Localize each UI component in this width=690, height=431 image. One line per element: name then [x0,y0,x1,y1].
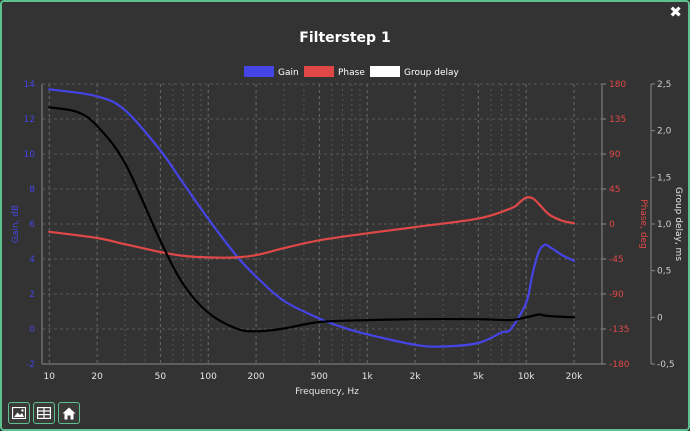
image-icon [12,407,26,419]
legend-label: Group delay [404,68,460,78]
phase-tick-label: 180 [609,80,626,90]
gain-series-line [48,88,576,348]
gain-tick-label: -2 [26,360,35,370]
gain-tick-label: 12 [24,115,35,125]
phase-tick-label: 0 [609,220,615,230]
group-delay-tick-label: 0,5 [657,267,671,277]
phase-tick-label: -180 [609,360,630,370]
phase-tick-label: 45 [609,185,620,195]
home-icon [62,407,76,419]
gain-tick-label: 0 [29,325,35,335]
chart-toolbar [8,402,80,424]
gain-tick-label: 8 [29,185,35,195]
legend-swatch [304,66,334,77]
x-tick-label: 1k [362,372,374,382]
close-icon[interactable]: ✖ [669,3,682,21]
table-view-button[interactable] [33,402,55,424]
gain-tick-label: 14 [24,80,36,90]
x-axis-label: Frequency, Hz [295,387,359,397]
chart-title: Filterstep 1 [299,30,391,46]
x-tick-label: 10 [44,372,56,382]
phase-tick-label: 90 [609,150,621,160]
group-delay-tick-label: 1,5 [657,173,671,183]
group-delay-tick-label: 2,0 [657,127,672,137]
reset-zoom-button[interactable] [58,402,80,424]
table-icon [37,407,51,419]
x-tick-label: 2k [410,372,422,382]
x-tick-label: 10k [518,372,535,382]
group-delay-tick-label: 2,5 [657,80,671,90]
legend-swatch [370,66,400,77]
x-tick-label: 100 [200,372,217,382]
image-export-button[interactable] [8,402,30,424]
group-delay-tick-label: 1,0 [657,220,672,230]
gain-tick-label: 6 [29,220,35,230]
phase-axis-label: Phase, deg [638,199,648,249]
x-tick-label: 200 [247,372,264,382]
gain-tick-label: 10 [24,150,36,160]
group-delay-series-line [48,106,576,333]
phase-tick-label: 135 [609,115,626,125]
gain-tick-label: 4 [29,255,35,265]
phase-series-line [48,196,576,259]
phase-tick-label: -45 [609,255,624,265]
x-tick-label: 500 [311,372,328,382]
legend-label: Phase [338,68,365,78]
phase-tick-label: -135 [609,325,629,335]
gain-axis-label: Gain, dB [11,205,21,243]
group-delay-tick-label: -0,5 [657,360,675,370]
legend-swatch [244,66,274,77]
x-tick-label: 5k [473,372,485,382]
group-delay-axis-label: Group delay, ms [673,187,683,261]
group-delay-tick-label: 0 [657,313,663,323]
x-tick-label: 20k [566,372,583,382]
legend-label: Gain [278,68,299,78]
x-tick-label: 20 [91,372,103,382]
gain-tick-label: 2 [29,290,35,300]
phase-tick-label: -90 [609,290,624,300]
x-tick-label: 50 [155,372,167,382]
